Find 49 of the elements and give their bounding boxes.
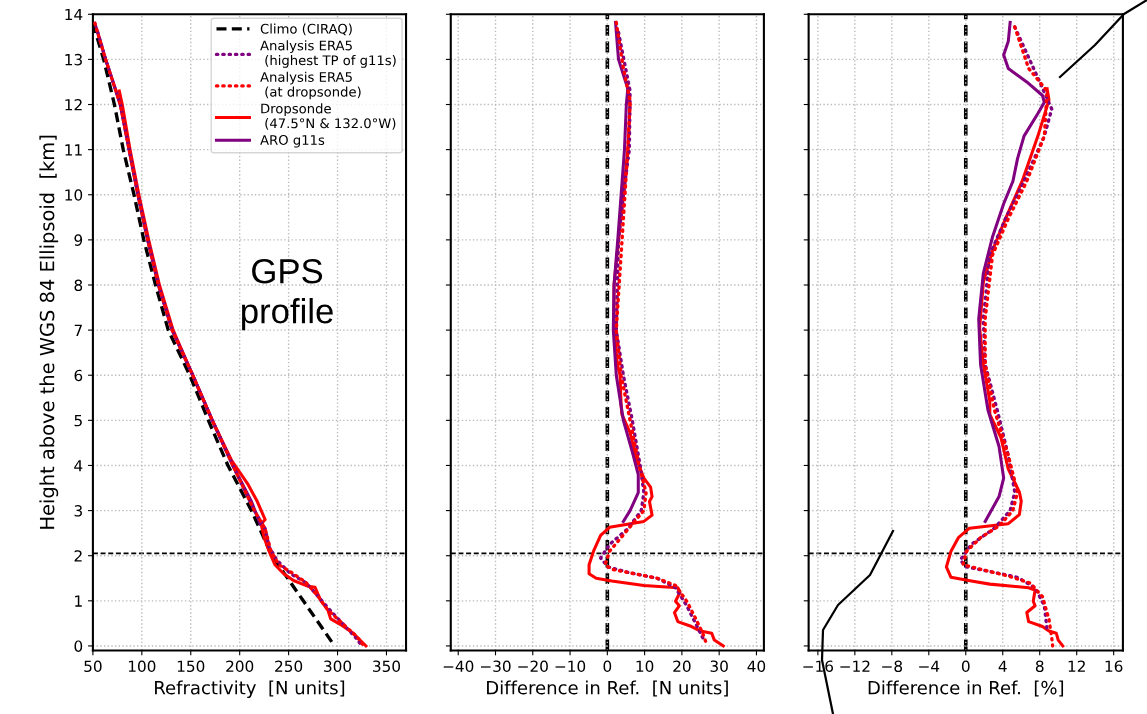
y-tick-label: 2 <box>74 550 82 562</box>
legend-label: Analysis ERA5 (at dropsonde) <box>260 71 361 100</box>
x-tick-label: 40 <box>747 660 766 672</box>
y-tick-label: 4 <box>74 460 83 472</box>
x-tick-label: 20 <box>673 660 691 672</box>
y-tick-label: 1 <box>75 595 82 607</box>
x-tick-label: −10 <box>555 660 586 672</box>
x-tick-label: −4 <box>919 660 940 672</box>
x-tick-label: −12 <box>840 660 870 672</box>
y-tick-label: 3 <box>74 505 82 517</box>
x-tick-label: 12 <box>1068 660 1085 672</box>
legend-label: Analysis ERA5 (highest TP of g11s) <box>260 40 396 68</box>
x-axis-title: Difference in Ref. [N units] <box>487 680 728 697</box>
legend-label: Climo (CIRAQ) <box>260 23 352 36</box>
x-tick-label: −8 <box>882 660 903 672</box>
x-tick-label: 8 <box>1035 660 1044 672</box>
legend-label: Dropsonde (47.5°N & 132.0°W) <box>261 103 396 130</box>
x-tick-label: 150 <box>177 660 205 672</box>
annotation: GPS profile <box>242 258 333 331</box>
x-tick-label: 30 <box>710 660 728 672</box>
x-tick-label: 10 <box>636 660 654 672</box>
x-tick-label: 100 <box>128 660 156 672</box>
y-tick-label: 7 <box>74 324 82 336</box>
x-tick-label: 200 <box>226 660 254 672</box>
y-tick-label: 12 <box>65 98 82 111</box>
x-axis-title: Refractivity [N units] <box>155 680 345 698</box>
x-tick-label: −20 <box>518 660 548 672</box>
y-tick-label: 9 <box>74 234 83 246</box>
legend-label: ARO g11s <box>260 134 325 148</box>
x-tick-label: 16 <box>1105 660 1123 672</box>
y-tick-label: 14 <box>65 8 83 21</box>
x-tick-label: 0 <box>961 660 970 672</box>
x-tick-label: 350 <box>373 660 401 672</box>
y-tick-label: 5 <box>74 415 82 427</box>
y-tick-label: 10 <box>65 189 83 201</box>
x-tick-label: 300 <box>324 660 352 672</box>
y-tick-label: 6 <box>74 369 83 382</box>
x-tick-label: 4 <box>998 660 1007 672</box>
y-tick-label: 0 <box>74 640 83 652</box>
y-tick-label: 13 <box>65 53 82 66</box>
y-tick-label: 11 <box>65 144 82 156</box>
x-tick-label: −30 <box>481 660 511 672</box>
x-axis-title: Difference in Ref. [%] <box>868 680 1064 697</box>
x-tick-label: −40 <box>443 660 474 672</box>
x-tick-label: 250 <box>275 660 303 672</box>
y-tick-label: 8 <box>74 279 83 292</box>
x-tick-label: 50 <box>84 660 102 672</box>
y-axis-title: Height above the WGS 84 Ellipsoid [km] <box>39 135 59 529</box>
x-tick-label: 0 <box>603 660 612 672</box>
